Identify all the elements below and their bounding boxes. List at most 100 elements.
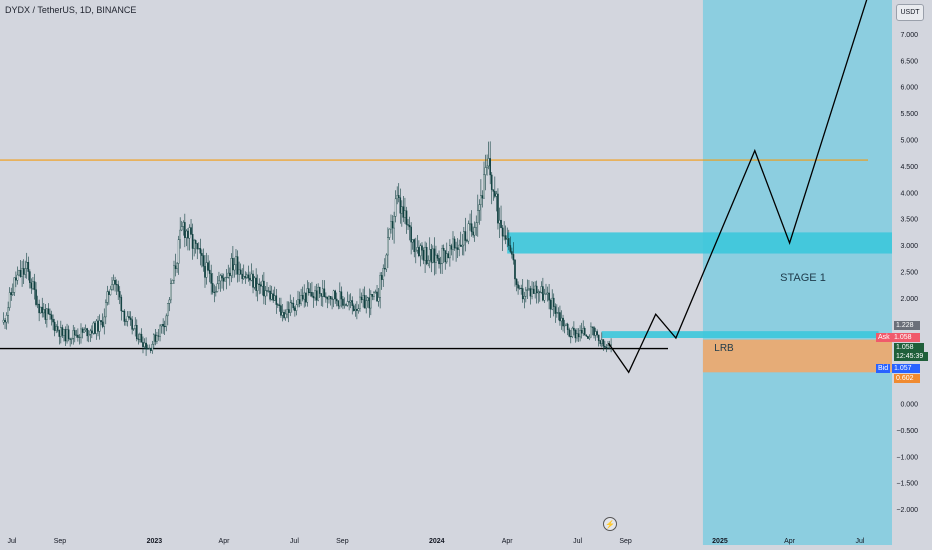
price-tag: 1.228	[894, 321, 920, 330]
candle-body	[140, 333, 143, 343]
candle-body	[258, 283, 261, 285]
candle-body	[261, 280, 264, 287]
candle-body	[69, 338, 71, 340]
candle-body	[587, 335, 589, 339]
candle-body	[478, 204, 481, 211]
candle-body	[416, 247, 419, 251]
candle-body	[137, 338, 140, 340]
candle-body	[577, 333, 580, 338]
candle-body	[487, 158, 490, 167]
candle-body	[256, 283, 259, 291]
candle-body	[422, 249, 425, 261]
candle-body	[278, 304, 281, 306]
small-zone	[601, 331, 879, 338]
candle-body	[430, 249, 433, 263]
lightning-icon[interactable]: ⚡	[603, 517, 617, 531]
candle-body	[89, 330, 92, 335]
candle-body	[435, 254, 437, 263]
candle-body	[292, 302, 295, 309]
candle-body	[520, 287, 522, 289]
price-tag: 1.058	[892, 333, 920, 342]
y-tick-label: 6.000	[900, 85, 918, 92]
candle-body	[404, 210, 406, 218]
candle-body	[425, 247, 428, 264]
candle-body	[2, 319, 5, 323]
candle-body	[182, 222, 185, 227]
candle-body	[247, 274, 250, 279]
candle-body	[233, 264, 236, 271]
candle-body	[357, 308, 360, 311]
price-tag: 1.057	[892, 364, 920, 373]
candle-body	[500, 219, 502, 229]
candle-body	[266, 290, 268, 292]
candle-body	[171, 280, 174, 284]
candle-body	[436, 254, 439, 259]
candle-body	[106, 291, 109, 303]
candle-body	[46, 308, 48, 320]
candle-body	[393, 216, 395, 229]
candle-body	[414, 249, 417, 252]
level-layer	[0, 159, 868, 350]
candle-body	[368, 297, 371, 309]
candle-body	[35, 289, 37, 305]
candle-body	[287, 309, 290, 313]
candle-body	[349, 300, 352, 303]
x-tick-label: Jul	[290, 538, 299, 545]
candle-body	[490, 174, 493, 190]
candle-body	[154, 334, 157, 342]
candle-body	[303, 292, 305, 300]
candle-body	[151, 343, 154, 351]
x-tick-label: 2024	[429, 538, 445, 545]
candle-body	[109, 289, 112, 295]
candle-body	[503, 235, 505, 237]
candle-body	[126, 316, 129, 322]
candle-body	[365, 300, 367, 309]
candle-body	[571, 327, 574, 337]
candle-body	[81, 328, 84, 333]
candle-body	[227, 272, 230, 278]
candle-body	[159, 325, 161, 337]
x-tick-label: Apr	[502, 538, 514, 545]
candle-body	[290, 302, 293, 304]
candle-body	[360, 296, 363, 301]
candle-body	[596, 331, 598, 336]
candle-body	[235, 256, 237, 265]
candle-body	[467, 223, 470, 242]
candle-body	[512, 254, 515, 261]
candle-body	[309, 292, 312, 294]
candle-body	[165, 315, 168, 327]
y-tick-label: 4.500	[900, 164, 918, 171]
candle-body	[49, 313, 51, 315]
candle-body	[56, 326, 59, 331]
candle-body	[329, 296, 332, 299]
candle-body	[602, 339, 605, 347]
candle-body	[208, 269, 211, 274]
candle-body	[599, 340, 602, 344]
candle-body	[197, 248, 200, 250]
candle-body	[230, 258, 233, 276]
candle-body	[325, 296, 327, 298]
candle-body	[32, 281, 34, 289]
candle-body	[103, 316, 106, 327]
candle-body	[463, 231, 465, 246]
candle-body	[373, 292, 375, 297]
candle-body	[142, 342, 144, 348]
currency-button[interactable]: USDT	[896, 4, 924, 21]
candle-body	[427, 260, 429, 264]
candle-body	[332, 290, 335, 300]
candle-body	[7, 307, 9, 316]
candle-body	[380, 275, 383, 280]
candle-body	[300, 295, 302, 304]
candle-body	[174, 265, 177, 270]
candle-body	[346, 301, 349, 306]
candle-body	[501, 227, 504, 237]
candle-body	[411, 239, 414, 243]
candle-body	[523, 296, 526, 300]
candle-body	[25, 262, 28, 270]
lrb-label: LRB	[714, 343, 734, 354]
candle-body	[101, 321, 104, 327]
candle-body	[351, 300, 354, 306]
candle-body	[58, 330, 61, 337]
candle-body	[531, 288, 533, 297]
candle-body	[162, 323, 164, 327]
